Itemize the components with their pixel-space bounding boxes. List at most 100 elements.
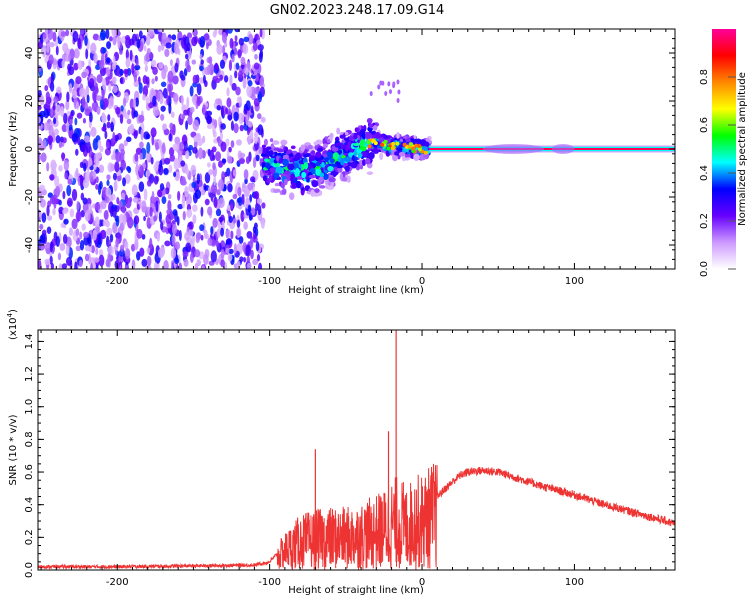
noise-cell [58, 164, 63, 172]
noise-cell [164, 187, 170, 195]
noise-cell [249, 194, 253, 203]
noise-cell [233, 243, 238, 254]
noise-cell [84, 253, 90, 262]
noise-cell [234, 35, 238, 42]
multipath-cell [402, 142, 407, 147]
noise-cell [247, 135, 251, 145]
noise-cell [57, 252, 62, 261]
noise-cell [172, 92, 179, 103]
multipath-cell [287, 163, 295, 171]
noise-cell [242, 78, 247, 89]
noise-cell [240, 210, 245, 223]
noise-cell [177, 190, 181, 201]
noise-cell [111, 76, 117, 85]
noise-cell [216, 189, 221, 196]
multipath-cell [377, 84, 381, 90]
noise-cell [164, 48, 170, 58]
noise-cell [155, 200, 159, 212]
noise-cell [167, 70, 174, 83]
x-tick-label: -200 [106, 276, 129, 287]
noise-cell [141, 258, 148, 267]
noise-cell [38, 104, 42, 111]
multipath-cell [326, 151, 334, 159]
multipath-cell [269, 157, 274, 164]
noise-cell [131, 184, 138, 196]
noise-cell [61, 59, 65, 69]
noise-cell [119, 77, 123, 84]
noise-cell [98, 59, 105, 69]
multipath-cell [342, 176, 348, 182]
multipath-cell [260, 153, 267, 157]
noise-cell [95, 264, 99, 269]
noise-cell [194, 262, 199, 269]
multipath-cell [269, 149, 274, 156]
snr-scale-exponent: 4 [6, 312, 14, 317]
colorbar: 0.0 0.2 0.4 0.6 0.8 Normalized spectral ampl… [699, 29, 748, 277]
noise-cell [157, 189, 163, 198]
noise-cell [183, 68, 188, 77]
noise-cell [46, 205, 50, 217]
multipath-cell [291, 183, 296, 189]
multipath-cell [262, 147, 267, 155]
multipath-cell [328, 177, 336, 183]
noise-cell [227, 253, 233, 262]
noise-cell [255, 74, 259, 82]
multipath-cell [411, 146, 416, 151]
noise-cell [131, 63, 135, 75]
noise-cell [92, 90, 97, 102]
noise-cell [98, 249, 104, 257]
noise-cell [66, 197, 73, 208]
noise-cell [253, 222, 258, 230]
noise-cell [196, 83, 202, 96]
noise-cell [237, 70, 243, 79]
noise-cell [247, 80, 253, 87]
y-tick-label: -20 [24, 189, 35, 205]
noise-cell [46, 162, 50, 172]
noise-cell [127, 166, 132, 174]
noise-cell [61, 123, 68, 133]
noise-cell [146, 247, 151, 254]
noise-cell [136, 38, 141, 49]
noise-cell [115, 151, 122, 163]
noise-cell [108, 83, 112, 92]
multipath-cell [405, 137, 411, 144]
noise-cell [186, 96, 190, 109]
noise-cell [71, 218, 78, 230]
multipath-cell [315, 151, 322, 158]
noise-cell [215, 77, 221, 84]
noise-cell [241, 193, 245, 205]
noise-cell [120, 105, 124, 112]
noise-cell [109, 95, 114, 107]
noise-cell [99, 181, 103, 190]
noise-cell [99, 29, 107, 41]
noise-cell [147, 29, 154, 37]
multipath-cell [332, 152, 340, 160]
noise-cell [51, 194, 58, 205]
noise-cell [208, 169, 214, 176]
noise-cell [227, 183, 233, 193]
noise-cell [62, 190, 66, 200]
noise-cell [52, 102, 56, 111]
noise-cell [172, 123, 176, 136]
noise-cell [65, 245, 70, 256]
noise-cell [208, 63, 214, 76]
multipath-cell [308, 174, 316, 179]
noise-cell [50, 108, 54, 117]
multipath-cell [350, 161, 358, 169]
multipath-cell [420, 149, 425, 154]
noise-cell [157, 44, 162, 53]
noise-cell [188, 229, 194, 237]
noise-cell [120, 159, 126, 171]
noise-cell [199, 54, 203, 60]
noise-cell [110, 121, 114, 133]
multipath-cell [326, 139, 331, 144]
noise-cell [47, 215, 53, 221]
noise-cell [219, 74, 223, 81]
noise-cell [80, 192, 85, 201]
noise-cell [47, 135, 54, 144]
noise-cell [95, 248, 99, 255]
noise-cell [66, 184, 72, 197]
noise-cell [192, 214, 197, 224]
noise-cell [78, 259, 83, 268]
noise-cell [230, 230, 234, 240]
